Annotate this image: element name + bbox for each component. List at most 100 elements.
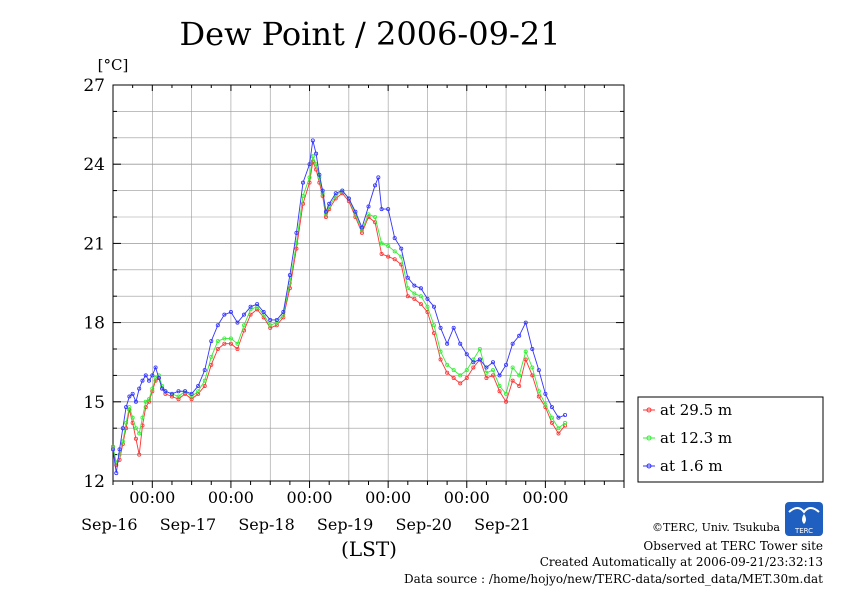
x-date-label: Sep-19 bbox=[317, 515, 373, 534]
data-point bbox=[346, 196, 351, 201]
data-point bbox=[147, 378, 152, 383]
data-point bbox=[287, 273, 292, 278]
data-point bbox=[137, 386, 142, 391]
data-point bbox=[209, 362, 214, 367]
data-point bbox=[556, 431, 561, 436]
legend-swatch-marker bbox=[646, 407, 652, 413]
data-point bbox=[392, 236, 397, 241]
data-point bbox=[117, 447, 122, 452]
data-point bbox=[405, 286, 410, 291]
data-point bbox=[412, 283, 417, 288]
data-point bbox=[268, 325, 273, 330]
y-tick-label: 21 bbox=[83, 234, 105, 254]
data-point bbox=[451, 368, 456, 373]
data-point bbox=[445, 341, 450, 346]
data-point bbox=[189, 397, 194, 402]
x-date-label: Sep-20 bbox=[396, 515, 452, 534]
data-point bbox=[418, 286, 423, 291]
terc-logo: TERC bbox=[785, 502, 823, 536]
data-point bbox=[543, 402, 548, 407]
data-point bbox=[124, 420, 129, 425]
y-tick-label: 24 bbox=[83, 155, 105, 175]
x-tick-labels: 00:00 Sep-16 00:00 Sep-17 00:00 Sep-18 00:00 Se… bbox=[81, 488, 568, 534]
data-point bbox=[471, 360, 476, 365]
data-point bbox=[268, 323, 273, 328]
data-point bbox=[268, 317, 273, 322]
data-point bbox=[418, 294, 423, 299]
legend-label: at 1.6 m bbox=[660, 457, 723, 475]
data-point bbox=[189, 391, 194, 396]
data-point bbox=[530, 365, 535, 370]
data-point bbox=[366, 204, 371, 209]
data-point bbox=[425, 304, 430, 309]
data-point bbox=[373, 214, 378, 219]
data-point bbox=[163, 389, 168, 394]
x-time-label: 00:00 bbox=[522, 488, 568, 507]
data-point bbox=[510, 378, 515, 383]
data-point bbox=[196, 383, 201, 388]
data-point bbox=[133, 399, 138, 404]
data-source-text: Data source : /home/hojyo/new/TERC-data/… bbox=[404, 572, 823, 586]
data-point bbox=[464, 352, 469, 357]
data-point bbox=[438, 349, 443, 354]
data-point bbox=[504, 362, 509, 367]
data-point bbox=[517, 333, 522, 338]
data-point bbox=[147, 397, 152, 402]
x-date-label: Sep-17 bbox=[160, 515, 216, 534]
data-point bbox=[405, 275, 410, 280]
data-point bbox=[255, 302, 260, 307]
data-point bbox=[314, 151, 319, 156]
chart-title: Dew Point / 2006-09-21 bbox=[180, 15, 561, 53]
series-2 bbox=[111, 154, 568, 465]
data-point bbox=[287, 286, 292, 291]
data-point bbox=[490, 368, 495, 373]
data-point bbox=[490, 373, 495, 378]
data-point bbox=[189, 394, 194, 399]
data-point bbox=[386, 207, 391, 212]
data-point bbox=[536, 394, 541, 399]
data-point bbox=[196, 389, 201, 394]
data-point bbox=[359, 225, 364, 230]
data-point bbox=[445, 370, 450, 375]
data-point bbox=[281, 310, 286, 315]
data-point bbox=[169, 391, 174, 396]
data-point bbox=[563, 412, 568, 417]
data-point bbox=[523, 349, 528, 354]
data-point bbox=[490, 360, 495, 365]
data-point bbox=[130, 415, 135, 420]
data-point bbox=[242, 312, 247, 317]
data-point bbox=[127, 394, 132, 399]
series-3 bbox=[111, 138, 568, 476]
data-point bbox=[523, 357, 528, 362]
data-point bbox=[300, 201, 305, 206]
grid bbox=[113, 85, 625, 481]
legend-label: at 12.3 m bbox=[660, 429, 732, 447]
legend: at 29.5 m at 12.3 m at 1.6 m bbox=[637, 396, 824, 483]
data-point bbox=[376, 175, 381, 180]
data-point bbox=[530, 373, 535, 378]
data-point bbox=[143, 373, 148, 378]
x-date-label: Sep-18 bbox=[238, 515, 294, 534]
data-point bbox=[399, 246, 404, 251]
data-point bbox=[124, 405, 129, 410]
data-point bbox=[310, 159, 315, 164]
data-point bbox=[300, 180, 305, 185]
data-point bbox=[366, 212, 371, 217]
y-tick-label: 12 bbox=[83, 472, 105, 492]
data-point bbox=[517, 383, 522, 388]
data-point bbox=[150, 386, 155, 391]
data-point bbox=[458, 381, 463, 386]
x-time-label: 00:00 bbox=[286, 488, 332, 507]
data-point bbox=[143, 399, 148, 404]
data-point bbox=[536, 389, 541, 394]
legend-label: at 29.5 m bbox=[660, 401, 732, 419]
data-point bbox=[504, 399, 509, 404]
series-line bbox=[112, 140, 566, 474]
data-point bbox=[137, 431, 142, 436]
data-point bbox=[464, 368, 469, 373]
data-point bbox=[228, 336, 233, 341]
data-point bbox=[183, 389, 188, 394]
data-point bbox=[510, 365, 515, 370]
data-point bbox=[317, 172, 322, 177]
